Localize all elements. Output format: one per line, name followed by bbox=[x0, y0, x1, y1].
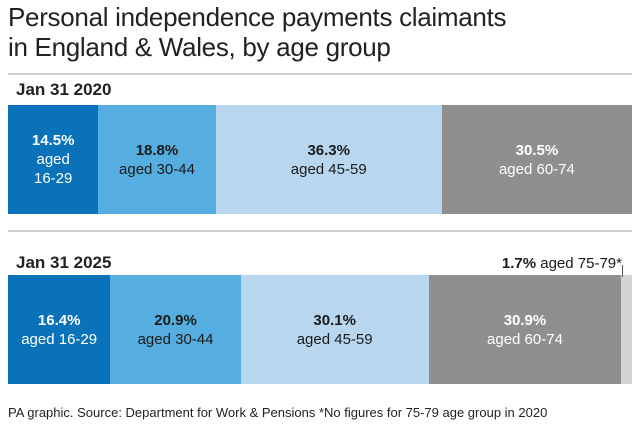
chart-title-line-1: Personal independence payments claimants bbox=[8, 2, 507, 32]
data-label-age: aged 30-44 bbox=[119, 160, 195, 178]
data-label-pct: 30.5% bbox=[515, 141, 559, 159]
data-label-age: aged bbox=[36, 151, 70, 168]
bar-segment-2025-60-74: 30.9% aged 60-74 bbox=[428, 275, 622, 384]
callout-pct: 1.7% bbox=[501, 255, 537, 272]
row-label-2020: Jan 31 2020 bbox=[16, 80, 112, 99]
bar-segment-2020-16-29: 14.5% aged 16-29 bbox=[8, 105, 99, 214]
bar-segment-2020-45-59: 36.3% aged 45-59 bbox=[215, 105, 442, 214]
data-label-pct: 18.8% bbox=[135, 141, 179, 159]
chart-title: Personal independence payments claimants… bbox=[8, 2, 628, 62]
data-label-pct: 20.9% bbox=[154, 311, 197, 329]
bar-segment-2020-30-44: 18.8% aged 30-44 bbox=[98, 105, 216, 214]
stacked-bar-2025: 16.4% aged 16-29 20.9% aged 30-44 30.1% aged … bbox=[8, 275, 632, 384]
bar-segment-2025-45-59: 30.1% aged 45-59 bbox=[240, 275, 429, 384]
data-label-age: aged 45-59 bbox=[290, 160, 367, 178]
bar-segment-2025-16-29: 16.4% aged 16-29 bbox=[8, 275, 111, 384]
data-label-age: aged 16-29 bbox=[21, 330, 98, 348]
data-label-age: aged 60-74 bbox=[487, 330, 563, 348]
data-label-age: aged 30-44 bbox=[137, 330, 214, 348]
row-label-2025: Jan 31 2025 bbox=[16, 253, 112, 272]
bar-segment-2025-30-44: 20.9% aged 30-44 bbox=[110, 275, 241, 384]
source-note: PA graphic. Source: Department for Work … bbox=[8, 405, 548, 420]
data-label-pct: 36.3% bbox=[307, 141, 350, 159]
callout-leader-line bbox=[622, 265, 623, 277]
callout-75-79: 1.7% aged 75-79* bbox=[502, 255, 622, 272]
callout-label: aged 75-79* bbox=[540, 255, 622, 272]
data-label-pct: 14.5% bbox=[31, 132, 75, 149]
data-label-pct: 16.4% bbox=[37, 311, 81, 329]
data-label-pct: 30.1% bbox=[313, 311, 356, 329]
bar-segment-2025-75-79 bbox=[621, 275, 632, 384]
chart-title-line-2: in England & Wales, by age group bbox=[8, 32, 391, 62]
data-label-age: aged 60-74 bbox=[498, 160, 575, 178]
data-label-pct: 30.9% bbox=[503, 311, 547, 329]
data-label-age-cont: 16-29 bbox=[34, 170, 73, 187]
divider-middle bbox=[8, 230, 632, 232]
divider-top bbox=[8, 73, 632, 75]
data-label-age: aged 45-59 bbox=[296, 330, 373, 348]
stacked-bar-2020: 14.5% aged 16-29 18.8% aged 30-44 36.3% aged 4… bbox=[8, 105, 632, 214]
bar-segment-2020-60-74: 30.5% aged 60-74 bbox=[441, 105, 632, 214]
